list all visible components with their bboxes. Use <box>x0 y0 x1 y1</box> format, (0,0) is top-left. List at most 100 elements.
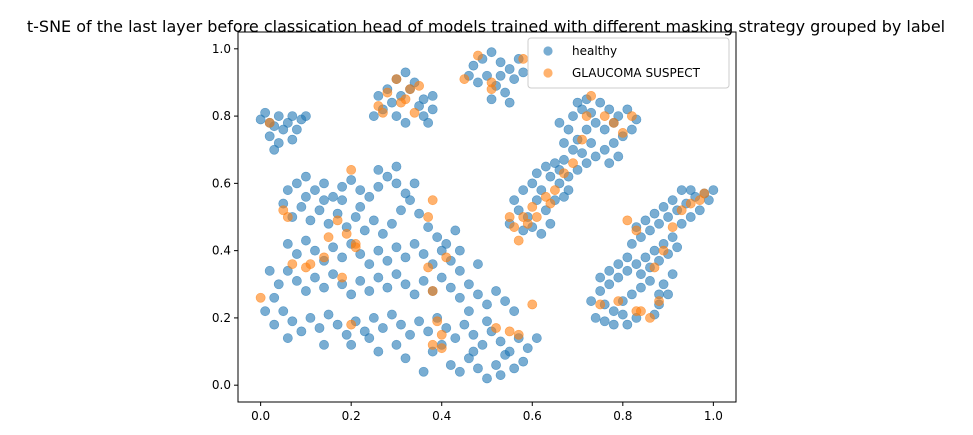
data-point <box>391 111 402 121</box>
data-point <box>504 64 515 74</box>
data-point <box>463 306 474 317</box>
data-point <box>676 205 687 216</box>
data-point <box>518 225 529 236</box>
data-point <box>328 269 338 280</box>
data-point <box>373 272 384 283</box>
data-point <box>545 218 556 229</box>
data-point <box>260 306 271 317</box>
data-point <box>287 316 298 327</box>
legend: healthy GLAUCOMA SUSPECT <box>527 37 730 89</box>
data-point <box>418 94 429 105</box>
data-point <box>622 265 633 276</box>
data-point <box>255 292 266 303</box>
data-point <box>658 279 669 290</box>
data-point <box>491 360 501 370</box>
data-point <box>454 265 465 276</box>
series-1-points <box>255 50 710 354</box>
data-point <box>278 205 289 216</box>
data-point <box>454 366 465 377</box>
data-point <box>631 225 642 236</box>
data-point <box>282 239 293 249</box>
data-point <box>409 107 420 118</box>
data-point <box>672 242 683 253</box>
data-point <box>400 252 411 263</box>
data-point <box>282 333 293 343</box>
data-point <box>482 373 492 384</box>
data-point <box>613 111 624 121</box>
data-point <box>418 276 429 286</box>
data-point <box>291 178 302 189</box>
data-point <box>355 185 366 195</box>
data-point <box>608 117 619 128</box>
data-point <box>273 138 284 148</box>
x-tick-label: 1.0 <box>704 409 723 423</box>
data-point <box>418 111 429 121</box>
data-point <box>640 215 651 226</box>
data-point <box>359 225 370 236</box>
data-point <box>319 252 329 263</box>
data-point <box>473 363 483 374</box>
data-point <box>391 242 402 253</box>
legend-box <box>527 37 730 89</box>
data-point <box>613 296 624 306</box>
data-point <box>486 84 497 95</box>
data-point <box>599 316 610 327</box>
data-point <box>622 104 633 115</box>
data-point <box>377 228 388 239</box>
data-point <box>676 218 687 229</box>
data-point <box>559 154 569 165</box>
data-point <box>577 148 587 158</box>
data-point <box>645 225 655 236</box>
data-point <box>595 97 606 108</box>
data-point <box>536 228 547 239</box>
x-tick-label: 0.2 <box>342 409 361 423</box>
data-point <box>518 356 529 367</box>
data-point <box>599 144 610 155</box>
data-point <box>459 74 470 84</box>
data-point <box>287 111 298 121</box>
data-point <box>500 296 511 306</box>
data-point <box>450 225 461 236</box>
data-point <box>463 353 474 364</box>
data-point <box>654 218 664 229</box>
data-point <box>264 117 275 128</box>
data-point <box>636 232 646 243</box>
data-point <box>604 104 615 115</box>
x-tick-label: 0.0 <box>251 409 270 423</box>
data-point <box>405 329 415 340</box>
data-point <box>518 67 529 78</box>
data-point <box>468 346 479 357</box>
data-point <box>504 97 515 108</box>
data-point <box>604 265 615 276</box>
data-point <box>391 269 402 280</box>
data-point <box>323 232 334 243</box>
data-point <box>649 208 660 219</box>
data-point <box>382 255 393 266</box>
data-point <box>513 205 524 216</box>
data-point <box>414 208 424 219</box>
data-point <box>328 191 338 202</box>
data-point <box>278 306 289 317</box>
data-point <box>328 242 338 253</box>
data-point <box>685 185 696 195</box>
data-point <box>504 212 515 222</box>
data-point <box>495 70 506 81</box>
data-point <box>531 195 542 206</box>
data-point <box>645 276 655 286</box>
data-point <box>581 158 592 169</box>
data-point <box>622 252 633 263</box>
data-point <box>658 245 669 256</box>
data-point <box>608 319 619 330</box>
data-point <box>599 124 610 135</box>
data-point <box>400 94 411 105</box>
data-point <box>509 306 520 317</box>
data-point <box>559 138 569 148</box>
x-tick-label: 0.8 <box>613 409 632 423</box>
data-point <box>427 339 438 350</box>
data-point <box>663 289 673 300</box>
legend-marker <box>543 46 553 56</box>
data-point <box>513 235 524 246</box>
data-point <box>636 269 646 280</box>
data-point <box>649 262 660 273</box>
